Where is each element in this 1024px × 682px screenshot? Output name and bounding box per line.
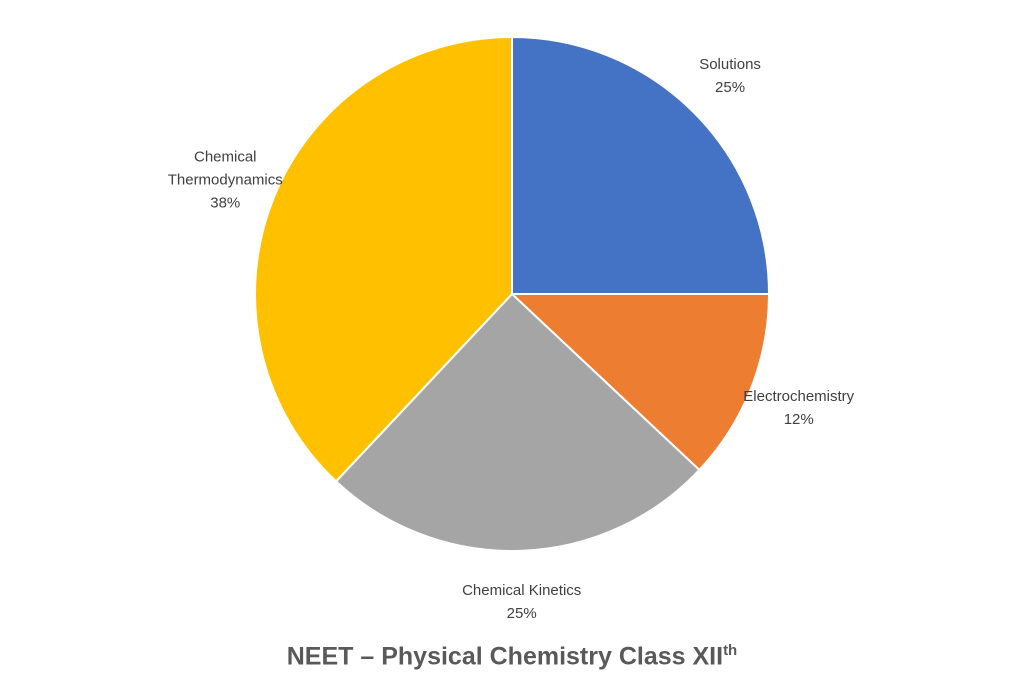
slice-name: Chemical Kinetics (462, 582, 582, 600)
chart-title: NEET – Physical Chemistry Class XII (286, 642, 724, 671)
slice-name: Chemical Thermodynamics (167, 148, 283, 189)
pie-slice (511, 35, 771, 295)
slice-value: 25% (506, 605, 537, 623)
slice-value: 38% (210, 194, 241, 212)
pie-slice (254, 35, 513, 483)
slice-name: Electrochemistry (743, 387, 855, 405)
slice-value: 12% (783, 410, 814, 428)
chart-title-block: NEET – Physical Chemistry Class XIIth (0, 642, 1024, 671)
data-label: Electrochemistry 12% (743, 385, 854, 431)
data-label: Chemical Kinetics 25% (462, 579, 581, 625)
slice-value: 25% (715, 78, 746, 96)
pie-slice (334, 292, 701, 552)
slice-name: Solutions (699, 55, 761, 73)
chart-title-superscript: th (723, 642, 738, 659)
data-label: Chemical Thermodynamics 38% (150, 146, 300, 215)
pie-slice (509, 293, 771, 472)
data-label: Solutions 25% (699, 53, 761, 99)
